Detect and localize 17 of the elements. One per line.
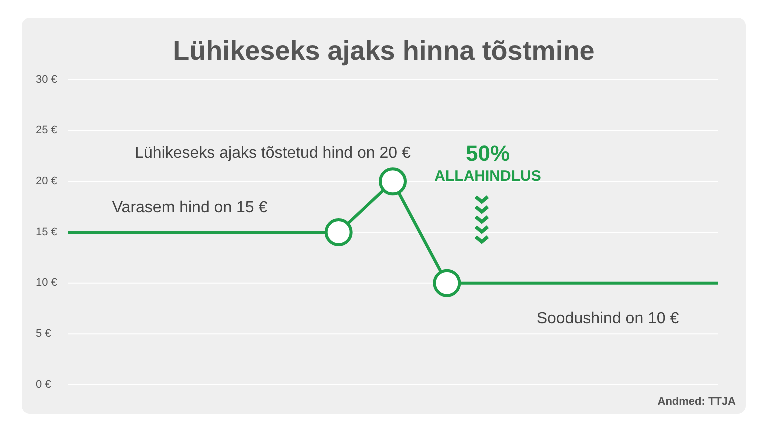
y-tick-label: 20 € — [36, 176, 58, 188]
annotation: ALLAHINDLUS — [434, 168, 542, 185]
y-tick-label: 15 € — [36, 226, 58, 238]
annotation: 50% — [466, 141, 510, 166]
point — [324, 218, 353, 246]
y-tick-label: 0 € — [36, 378, 52, 391]
annotation: Soodushind on 10 € — [536, 310, 680, 328]
chart-title: Lühikeseks ajaks hinna tõstmine — [173, 36, 595, 66]
annotation: Varasem hind on 15 € — [112, 200, 268, 216]
annotation: Lühikeseks ajaks tõstetud hind on 20 € — [135, 145, 411, 162]
point — [433, 269, 462, 298]
text: Andmed: TTJA — [658, 396, 736, 408]
y-tick-label: 5 € — [36, 328, 52, 340]
y-tick-label: 10 € — [36, 277, 58, 290]
y-tick-label: 30 € — [36, 74, 58, 86]
y-tick-label: 25 € — [36, 124, 58, 137]
point — [379, 168, 407, 196]
